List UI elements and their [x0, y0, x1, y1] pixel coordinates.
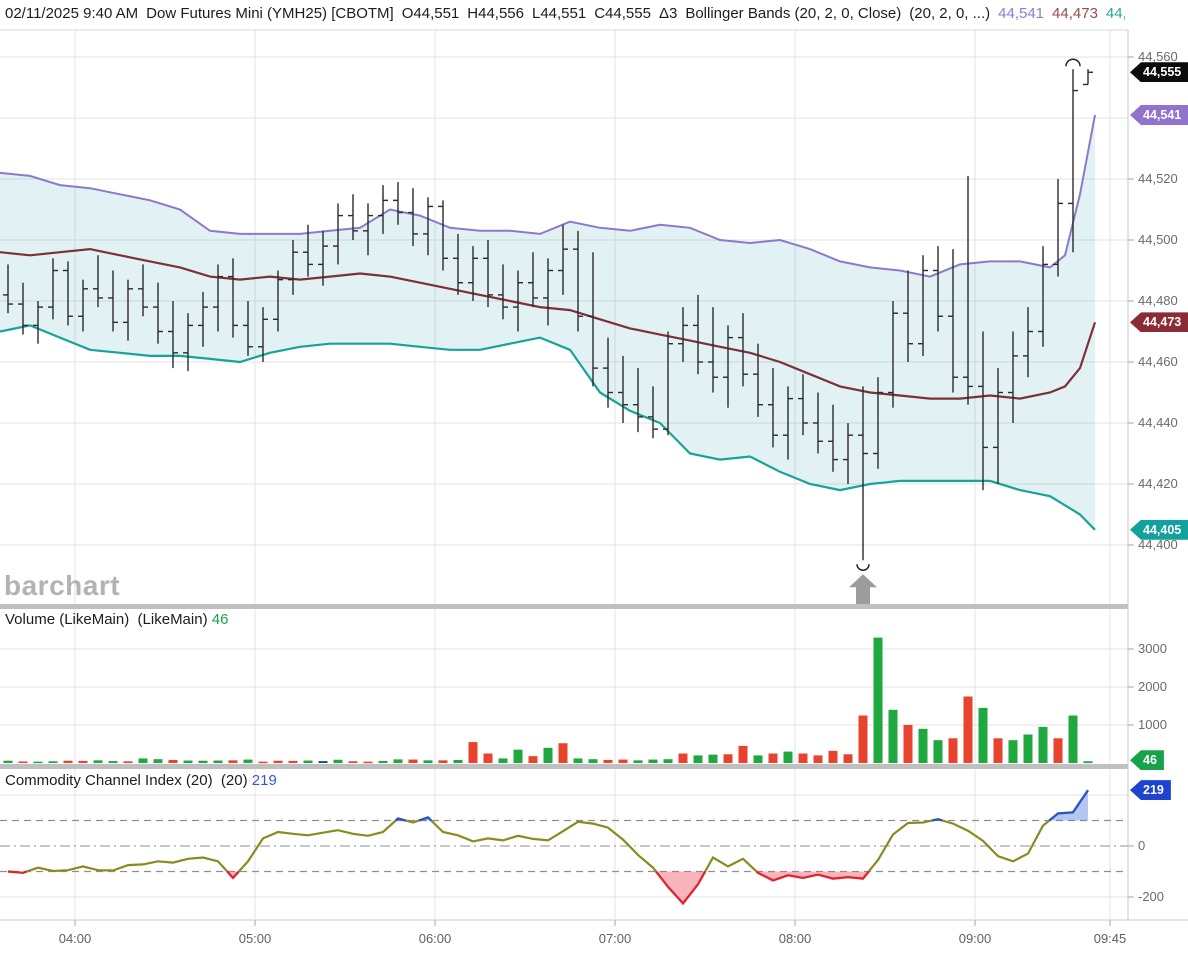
up-arrow-annotation: [849, 574, 877, 608]
quote-field: C44,555: [594, 5, 651, 22]
reversal-cup-marker: [856, 564, 870, 571]
price-tick-label: 44,500: [1138, 232, 1178, 247]
time-tick-label: 06:00: [418, 931, 452, 946]
price-tick-label: 44,560: [1138, 49, 1178, 64]
time-tick-label: 05:00: [238, 931, 272, 946]
price-tick-label: 44,420: [1138, 476, 1178, 491]
reversal-cap-marker: [1065, 58, 1081, 67]
price-bars: [3, 69, 1093, 561]
cci-tick-label: -200: [1138, 889, 1165, 904]
price-tick-label: 44,480: [1138, 293, 1178, 308]
volume-title-text: Volume (LikeMain) (LikeMain): [5, 611, 208, 628]
volume-bars: [3, 637, 1093, 764]
volume-tick-label: 2000: [1138, 679, 1167, 694]
time-tick-label: 09:00: [958, 931, 992, 946]
barchart-logo: barchart: [4, 570, 121, 601]
price-badge-bollinger-upper: 44,541: [1130, 104, 1188, 125]
quote-field: Δ3: [658, 5, 678, 22]
quote-field: 44,405: [1105, 5, 1125, 22]
cci-title-text: Commodity Channel Index (20) (20): [5, 772, 248, 789]
cci-indicator: [0, 789, 1128, 906]
quote-field: Bollinger Bands (20, 2, 0, Close): [685, 5, 902, 22]
quote-field: L44,551: [531, 5, 587, 22]
price-badge-bollinger-middle: 44,473: [1130, 312, 1188, 333]
quote-field: (20, 2, 0, ...): [909, 5, 991, 22]
price-badge-last-price: 44,555: [1130, 62, 1188, 83]
price-tick-label: 44,460: [1138, 354, 1178, 369]
quote-field: Dow Futures Mini (YMH25) [CBOTM]: [146, 5, 394, 22]
volume-panel-title: Volume (LikeMain) (LikeMain) 46: [5, 611, 228, 628]
panel-frame: [0, 30, 1188, 926]
time-tick-label: 07:00: [598, 931, 632, 946]
quote-field: H44,556: [467, 5, 524, 22]
price-tick-label: 44,400: [1138, 537, 1178, 552]
quote-field: O44,551: [401, 5, 460, 22]
price-tick-label: 44,520: [1138, 171, 1178, 186]
time-tick-label: 04:00: [58, 931, 92, 946]
cci-tick-label: 0: [1138, 838, 1146, 853]
gridlines: [0, 29, 1128, 919]
volume-badge: 46: [1130, 750, 1164, 771]
volume-current-value: 46: [211, 611, 229, 628]
volume-tick-label: 3000: [1138, 641, 1167, 656]
time-tick-label: 09:45: [1093, 931, 1127, 946]
price-badge-bollinger-lower: 44,405: [1130, 519, 1188, 540]
cci-current-value: 219: [251, 772, 277, 789]
cci-panel-title: Commodity Channel Index (20) (20) 219: [5, 772, 277, 789]
quote-field: 02/11/2025 9:40 AM: [5, 5, 139, 22]
cci-badge: 219: [1130, 780, 1171, 801]
time-tick-label: 08:00: [778, 931, 812, 946]
annotations: [849, 58, 1081, 608]
quote-header: 02/11/2025 9:40 AM Dow Futures Mini (YMH2…: [5, 5, 1125, 22]
price-tick-label: 44,440: [1138, 415, 1178, 430]
quote-field: 44,473: [1052, 5, 1098, 22]
volume-tick-label: 1000: [1138, 717, 1167, 732]
quote-field: 44,541: [998, 5, 1045, 22]
